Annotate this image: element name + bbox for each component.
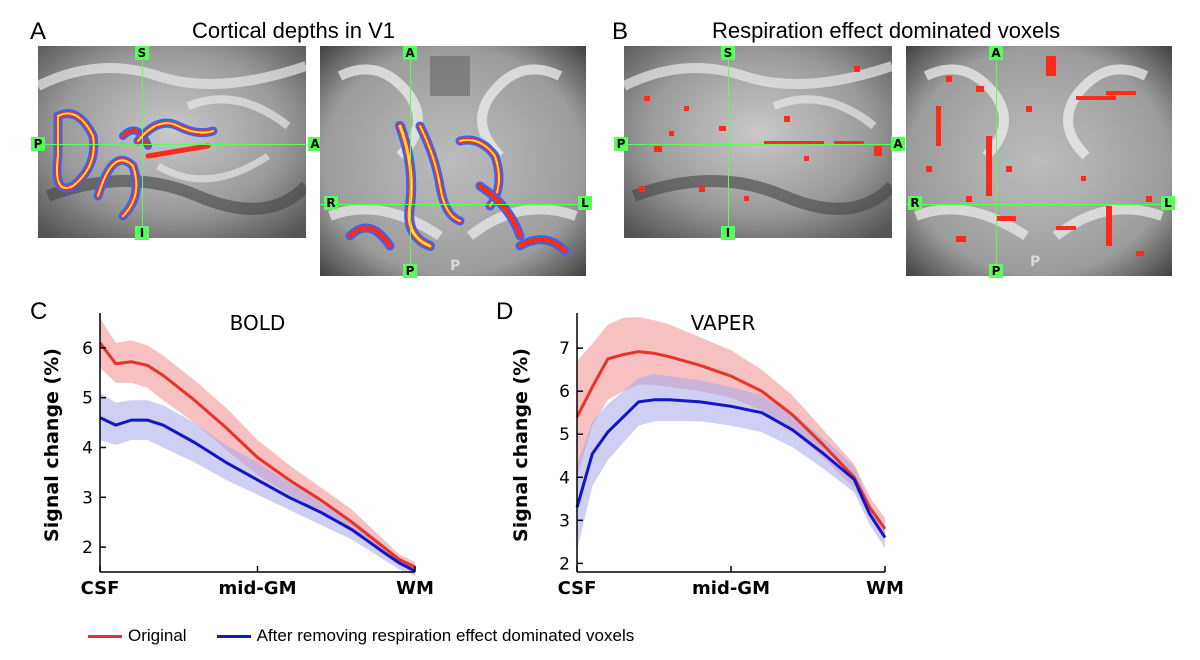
crosshair-label-l: L <box>578 196 592 210</box>
panel-letter-c: C <box>30 298 48 325</box>
chart-c-ytick-label: 4 <box>82 438 93 458</box>
crosshair-label-a-top: A <box>403 46 417 60</box>
panel-b-respiration-voxels <box>639 66 882 201</box>
panel-b-axial-image <box>906 46 1172 276</box>
legend-swatch-original <box>88 634 122 638</box>
chart-d-band-1 <box>577 374 885 551</box>
crosshair-label-i: I <box>721 226 735 240</box>
crosshair-vertical <box>996 46 997 276</box>
chart-d-band-0 <box>577 317 885 538</box>
crosshair-label-i: I <box>135 226 149 240</box>
crosshair-label-a-top: A <box>989 46 1003 60</box>
crosshair-label-a: A <box>891 137 905 151</box>
panel-letter-b: B <box>612 18 629 45</box>
legend-item-original: Original <box>88 626 187 646</box>
legend-label-original: Original <box>128 626 187 645</box>
chart-c-series-line-1 <box>99 416 416 573</box>
chart-d-ytick-label: 7 <box>559 339 570 359</box>
chart-d-xtick-label: mid-GM <box>692 578 770 599</box>
crosshair-label-r: R <box>908 196 922 210</box>
chart-bold: BOLD 2 3 4 5 6 CSF mid-GM WM Signal change (%) <box>41 311 434 599</box>
crosshair-label-r: R <box>324 196 338 210</box>
chart-c-ytick-label: 3 <box>82 488 93 508</box>
legend-label-removed: After removing respiration effect domina… <box>256 626 635 645</box>
crosshair-horizontal <box>38 144 306 145</box>
crosshair-label-p-bottom: P <box>403 264 417 278</box>
legend: Original After removing respiration effe… <box>88 626 664 646</box>
chart-c-ytick-label: 5 <box>82 389 93 409</box>
crosshair-vertical <box>728 46 729 238</box>
crosshair-label-s: S <box>721 46 735 60</box>
chart-d-xtick-label: CSF <box>558 578 597 599</box>
chart-d-series-line-1 <box>575 398 887 539</box>
chart-d-ytick-label: 4 <box>559 468 570 488</box>
chart-d-ytick-label: 6 <box>559 382 570 402</box>
faint-p-marker: P <box>1030 254 1041 270</box>
crosshair-horizontal <box>906 204 1172 205</box>
chart-c-ylabel: Signal change (%) <box>41 348 63 542</box>
panel-b-sagittal-image <box>624 46 892 238</box>
legend-item-removed: After removing respiration effect domina… <box>216 626 635 646</box>
chart-c-band-1 <box>100 392 415 576</box>
crosshair-label-l: L <box>1161 196 1175 210</box>
legend-swatch-removed <box>216 634 251 638</box>
chart-d-ytick-label: 2 <box>559 554 570 574</box>
chart-d-title: VAPER <box>691 311 756 335</box>
chart-d-ylabel: Signal change (%) <box>510 348 532 542</box>
crosshair-vertical <box>410 46 411 276</box>
panel-a-sagittal-image <box>38 46 306 238</box>
chart-c-band-0 <box>100 318 415 572</box>
panel-a-axial-depth-overlay <box>345 121 570 256</box>
panel-b-title: Respiration effect dominated voxels <box>712 18 1061 43</box>
crosshair-label-p: P <box>614 137 628 151</box>
crosshair-label-a: A <box>308 137 322 151</box>
chart-c-ytick-label: 2 <box>82 538 93 558</box>
crosshair-label-p: P <box>31 137 45 151</box>
faint-p-marker: P <box>450 258 461 274</box>
panel-b-sagittal-svg <box>624 46 892 238</box>
panel-letter-a: A <box>30 18 47 45</box>
crosshair-horizontal <box>624 144 892 145</box>
crosshair-vertical <box>142 46 143 238</box>
panel-letter-d: D <box>496 298 514 325</box>
panel-a-sagittal-svg <box>38 46 306 238</box>
chart-c-series-line-0 <box>98 341 416 569</box>
crosshair-label-s: S <box>135 46 149 60</box>
panel-a-axial-svg <box>320 46 586 276</box>
crosshair-horizontal <box>320 204 586 205</box>
panel-a-title: Cortical depths in V1 <box>192 18 395 43</box>
crosshair-label-p-bottom: P <box>989 264 1003 278</box>
panel-b-axial-respiration-voxels <box>926 56 1152 256</box>
chart-c-ytick-label: 6 <box>82 339 93 359</box>
chart-c-xtick-label: WM <box>396 578 434 599</box>
chart-d-series-line-0 <box>575 350 887 530</box>
panel-a-axial-image <box>320 46 586 276</box>
chart-d-ytick-label: 5 <box>559 425 570 445</box>
panel-a-depth-overlay <box>52 109 218 221</box>
chart-c-xtick-label: CSF <box>81 578 120 599</box>
panel-b-axial-svg <box>906 46 1172 276</box>
chart-d-ytick-label: 3 <box>559 511 570 531</box>
chart-c-xtick-label: mid-GM <box>219 578 297 599</box>
chart-d-xtick-label: WM <box>866 578 904 599</box>
chart-c-title: BOLD <box>230 311 286 335</box>
chart-vaper: VAPER 2 3 4 5 6 7 CSF mid-GM WM Signal change (%) <box>510 311 904 599</box>
